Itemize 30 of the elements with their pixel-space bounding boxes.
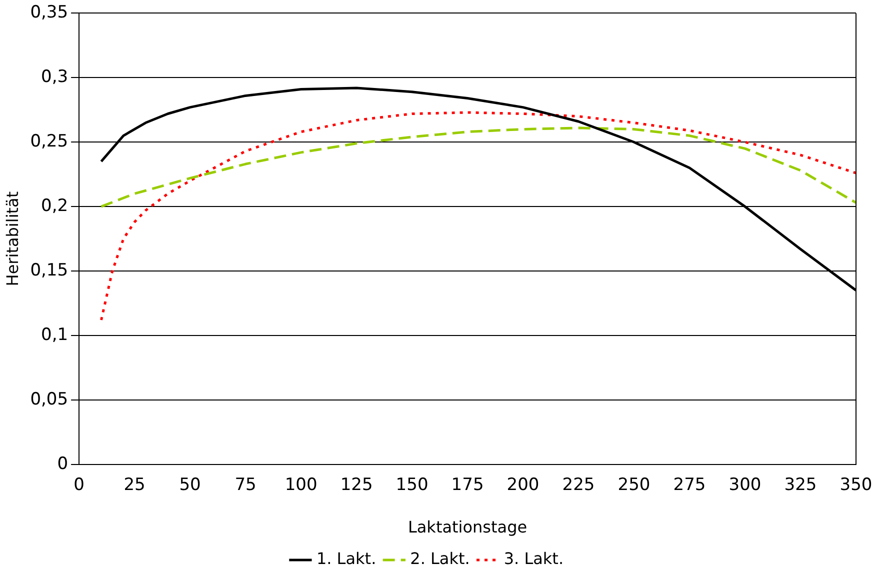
y-tick-label: 0,35 (30, 2, 68, 23)
legend-label: 3. Lakt. (504, 549, 564, 568)
x-tick-label: 50 (179, 475, 201, 496)
line-series (100, 111, 856, 322)
y-tick-label: 0 (57, 454, 68, 474)
x-tick-label: 75 (234, 475, 256, 496)
line-series (100, 126, 856, 208)
x-tick-label: 225 (562, 475, 595, 496)
x-tick-label: 300 (728, 475, 762, 496)
y-tick-label: 0,15 (30, 260, 68, 280)
legend-label: 2. Lakt. (410, 549, 470, 568)
y-tick-label: 0,25 (30, 132, 68, 152)
x-tick-label: 0 (74, 475, 84, 496)
x-tick-label: 175 (451, 475, 484, 496)
legend-label: 1. Lakt. (316, 549, 376, 568)
y-tick-label: 0,1 (41, 324, 68, 345)
x-tick-label: 325 (784, 475, 817, 496)
x-axis-title: Laktationstage (408, 518, 528, 537)
x-tick-label: 250 (618, 475, 650, 496)
x-tick-label: 150 (396, 475, 428, 496)
x-tick-label: 200 (506, 475, 540, 496)
x-tick-label: 100 (284, 475, 318, 496)
x-tick-label: 350 (840, 475, 872, 496)
y-axis-title: Heritabilität (2, 191, 22, 286)
y-tick-label: 0,2 (41, 196, 68, 216)
y-tick-label: 0,05 (30, 389, 68, 410)
x-tick-label: 25 (124, 475, 146, 496)
y-tick-label: 0,3 (41, 67, 68, 88)
x-tick-label: 275 (673, 475, 706, 496)
x-tick-label: 125 (340, 475, 373, 496)
